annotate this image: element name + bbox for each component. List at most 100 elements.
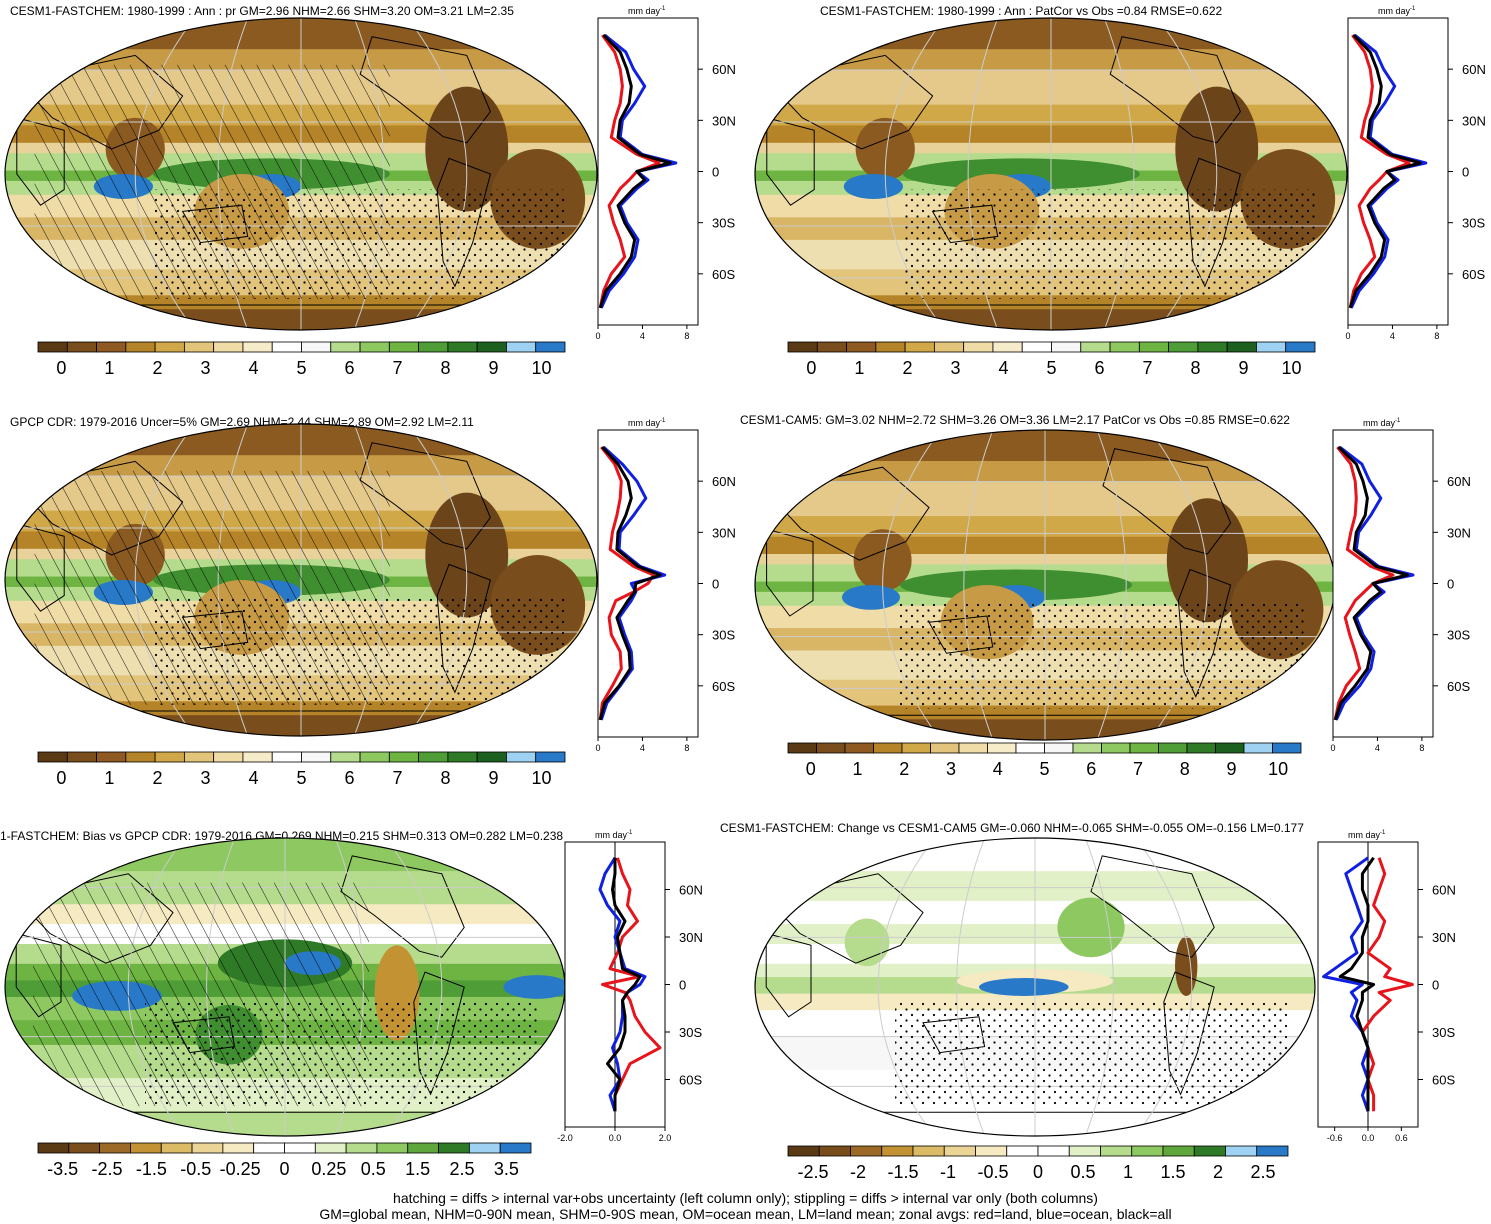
colorbar-swatch (1285, 341, 1316, 353)
colorbar-swatch (904, 341, 935, 353)
colorbar-swatch (37, 1142, 70, 1154)
colorbar-swatch (875, 341, 906, 353)
colorbar-swatch (1225, 1145, 1258, 1157)
zonal-mean-profile: 60N 30N 0 30S 60S 0 4 8 mm day-1 (595, 6, 735, 341)
lat-tick-label: 60N (1432, 883, 1456, 898)
map-field (5, 18, 597, 330)
profile-tick-label: 0.6 (1395, 1133, 1408, 1143)
colorbar-swatch (881, 1145, 914, 1157)
colorbar-label: -2.5 (92, 1159, 123, 1179)
colorbar-label: 6 (1086, 759, 1096, 779)
lat-tick-label: 30S (712, 628, 735, 643)
profile-unit-label: mm day-1 (628, 6, 666, 16)
colorbar-label: 2.5 (1250, 1162, 1275, 1182)
map-field (5, 838, 565, 1136)
map-outline (4, 17, 598, 331)
colorbar-swatch (933, 341, 965, 353)
colorbar-swatch (376, 1142, 409, 1154)
colorbar-swatch (975, 1145, 1008, 1157)
lat-tick-label: 30S (712, 216, 735, 231)
zonal-line-all (1348, 34, 1422, 309)
colorbar: 0 1 2 3 4 5 6 7 8 9 10 (37, 341, 566, 378)
colorbar-label: 1.5 (1160, 1162, 1185, 1182)
footer-caption: hatching = diffs > internal var+obs unce… (0, 1190, 1491, 1222)
colorbar-swatch (301, 751, 332, 763)
lat-tick-label: 30N (1432, 930, 1456, 945)
coastline (765, 54, 934, 150)
zonal-line-ocean (599, 445, 667, 721)
colorbar-label: -3.5 (47, 1159, 78, 1179)
colorbar-label: 8 (1191, 358, 1201, 378)
colorbar-swatch (447, 341, 478, 353)
lat-tick-label: 30N (712, 525, 736, 540)
colorbar-label: 2 (152, 358, 162, 378)
lat-tick-label: 30S (1432, 1025, 1455, 1040)
zonal-line-all (598, 446, 662, 721)
colorbar-label: -0.5 (977, 1162, 1008, 1182)
colorbar-swatch (1197, 341, 1228, 353)
colorbar-label: -1.5 (887, 1162, 918, 1182)
colorbar: 0 1 2 3 4 5 6 7 8 9 10 (787, 742, 1302, 779)
profile-tick-label: 4 (1375, 743, 1380, 753)
colorbar-label: 2 (899, 759, 909, 779)
colorbar-swatch (1072, 742, 1102, 754)
coastline (1102, 448, 1232, 555)
colorbar-swatch (1243, 742, 1273, 754)
lat-tick-label: 60S (712, 267, 735, 282)
colorbar-label: 0.5 (361, 1159, 386, 1179)
colorbar-label: 4 (993, 759, 1003, 779)
panel-title: 1-FASTCHEM: Bias vs GPCP CDR: 1979-2016 … (0, 829, 564, 843)
coastline (765, 466, 930, 561)
colorbar-swatch (901, 742, 931, 754)
lat-tick-label: 60S (679, 1073, 702, 1088)
colorbar-label: 7 (1133, 759, 1143, 779)
panel-title: CESM1-FASTCHEM: Change vs CESM1-CAM5 GM=… (720, 821, 1304, 835)
colorbar-swatch (846, 341, 877, 353)
lat-tick-label: 60N (1462, 62, 1486, 77)
profile-tick-label: -2.0 (557, 1133, 573, 1143)
stippling-overlay (153, 595, 568, 705)
colorbar-label: 10 (1282, 358, 1302, 378)
colorbar-label: 1 (854, 358, 864, 378)
colorbar-label: 6 (1095, 358, 1105, 378)
colorbar: -2.5 -2 -1.5 -1 -0.5 0 0.5 1 1.5 2 2.5 (787, 1145, 1289, 1182)
colorbar-swatch (191, 1142, 224, 1154)
colorbar-label: -0.5 (180, 1159, 211, 1179)
colorbar-swatch (1068, 1145, 1101, 1157)
colorbar-swatch (1109, 341, 1140, 353)
profile-tick-label: 0.0 (609, 1133, 622, 1143)
profile-unit-label: mm day-1 (1348, 830, 1386, 840)
colorbar-swatch (987, 742, 1017, 754)
colorbar-swatch (242, 341, 273, 353)
colorbar-label: 8 (441, 358, 451, 378)
colorbar-swatch (68, 1142, 101, 1154)
colorbar-swatch (1256, 341, 1287, 353)
colorbar-swatch (447, 751, 478, 763)
colorbar-swatch (1044, 742, 1074, 754)
colorbar-label: 6 (345, 768, 355, 788)
panel-title: CESM1-FASTCHEM: 1980-1999 : Ann : PatCor… (820, 4, 1223, 18)
zonal-line-land (598, 446, 656, 721)
colorbar-swatch (912, 1145, 945, 1157)
colorbar-label: 2 (1213, 1162, 1223, 1182)
footer-line-2: GM=global mean, NHM=0-90N mean, SHM=0-90… (319, 1206, 1172, 1222)
panel-gpcp-obs: GPCP CDR: 1979-2016 Uncer=5% GM=2.69 NHM… (0, 400, 745, 790)
colorbar-swatch (37, 341, 68, 353)
colorbar: -3.5 -2.5 -1.5 -0.5 -0.25 0 0.25 0.5 1.5 2.5 3.5 (37, 1142, 532, 1179)
colorbar-swatch (943, 1145, 976, 1157)
colorbar-swatch (160, 1142, 193, 1154)
colorbar-label: 0 (1033, 1162, 1043, 1182)
map-outline (754, 837, 1316, 1137)
colorbar-label: 4 (998, 358, 1008, 378)
colorbar-label: 7 (393, 358, 403, 378)
colorbar-swatch (359, 341, 390, 353)
colorbar-swatch (1100, 1145, 1133, 1157)
colorbar-label: 1.5 (405, 1159, 430, 1179)
profile-tick-label: 4 (1390, 331, 1395, 341)
panel-graphics: 60N 30N 0 30S 60S 0 4 8 mm day-1 0 1 2 3 4 5 6 7 8 9 10 (4, 418, 736, 788)
profile-tick-label: 8 (1419, 743, 1424, 753)
colorbar-label: -2 (850, 1162, 866, 1182)
colorbar-label: 1 (853, 759, 863, 779)
colorbar: 0 1 2 3 4 5 6 7 8 9 10 (787, 341, 1316, 378)
colorbar-swatch (1168, 341, 1199, 353)
